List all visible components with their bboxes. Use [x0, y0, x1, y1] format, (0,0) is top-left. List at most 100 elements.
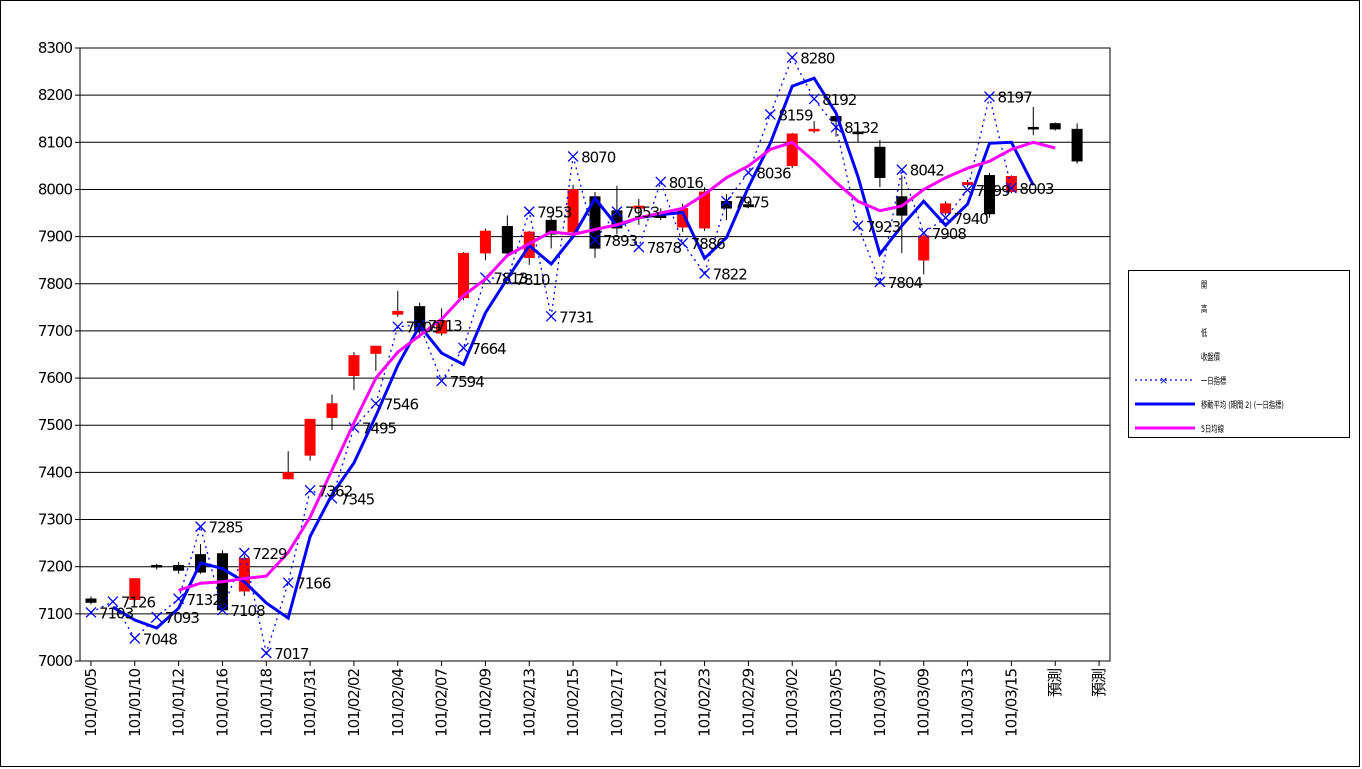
index-marker-stroke-b-41: [984, 91, 995, 103]
data-label-8: 7017: [274, 645, 309, 663]
candle-body-42: [1005, 176, 1017, 193]
data-label-24: 7953: [625, 204, 660, 222]
index-marker-stroke-b-38: [918, 227, 930, 239]
xtick-label-3: 101/01/16: [213, 669, 231, 737]
xtick-label-14: 101/02/23: [696, 669, 714, 737]
data-label-42: 8003: [1019, 180, 1054, 198]
legend-close: 收盤價: [1129, 349, 1349, 363]
index-marker-stroke-b-28: [699, 267, 711, 279]
legend-avg-label: 移動平均 (期間 2) (一日指標): [1201, 401, 1284, 411]
candle-body-38: [918, 235, 930, 261]
xtick-label-18: 101/03/07: [871, 669, 889, 737]
index-marker-stroke-b-24: [611, 206, 623, 218]
index-marker-21: [545, 310, 557, 322]
ytick-label-7700: 7700: [38, 322, 73, 340]
candle-body-15: [414, 306, 426, 332]
index-marker-24: [611, 206, 623, 218]
candle-body-35: [852, 131, 864, 135]
data-label-27: 7886: [691, 235, 726, 253]
index-marker-stroke-b-14: [392, 321, 404, 333]
xtick-label-21: 101/03/15: [1002, 669, 1020, 737]
candle-body-2: [129, 578, 141, 600]
index-marker-31: [764, 109, 776, 120]
grid-layer: [79, 47, 1111, 662]
index-marker-28: [699, 267, 711, 279]
index-marker-stroke-b-4: [173, 593, 185, 605]
candle-body-25: [633, 205, 645, 209]
data-label-3: 7093: [165, 609, 200, 627]
xtick-label-11: 101/02/15: [564, 669, 582, 737]
xtick-label-4: 101/01/18: [257, 669, 275, 737]
candle-body-45: [1071, 128, 1083, 162]
candle-body-7: [238, 557, 250, 592]
data-label-16: 7594: [450, 373, 485, 391]
candle-body-43: [1027, 126, 1039, 130]
legend-avg-swatch: [1135, 402, 1195, 406]
candle-body-14: [392, 310, 404, 315]
data-label-17: 7664: [472, 340, 507, 358]
data-label-36: 7804: [888, 274, 923, 292]
index-marker-stroke-b-31: [764, 109, 776, 120]
index-marker-3: [151, 611, 163, 623]
index-marker-22: [567, 150, 579, 162]
candle-body-36: [874, 146, 886, 178]
data-label-11: 7345: [340, 490, 375, 508]
index-marker-10: [304, 484, 316, 496]
index-marker-2: [129, 632, 141, 644]
index-marker-stroke-b-0: [85, 606, 97, 618]
ytick-label-7500: 7500: [38, 416, 73, 434]
line-layer: [85, 51, 1056, 659]
candle-body-3: [151, 565, 163, 568]
series-line-0: [90, 55, 1013, 656]
xtick-label-7: 101/02/04: [389, 669, 407, 737]
index-marker-1: [107, 596, 119, 608]
candle-body-4: [173, 565, 185, 571]
legend-open-label: 開: [1201, 281, 1208, 291]
xtick-label-0: 101/01/05: [82, 669, 100, 737]
xtick-label-10: 101/02/13: [520, 669, 538, 737]
index-marker-36: [874, 276, 886, 288]
index-marker-26: [655, 176, 667, 188]
index-marker-stroke-b-22: [567, 150, 579, 162]
ytick-label-7900: 7900: [38, 228, 73, 246]
data-label-5: 7285: [209, 519, 244, 537]
index-marker-0: [85, 606, 97, 618]
candle-body-22: [567, 189, 579, 233]
index-marker-stroke-b-25: [633, 241, 645, 253]
ytick-label-7100: 7100: [38, 605, 73, 623]
candle-body-11: [326, 403, 338, 418]
index-marker-stroke-b-7: [238, 547, 250, 559]
candle-body-13: [370, 345, 382, 354]
candle-body-33: [808, 128, 820, 132]
xtick-label-22: 預測: [1046, 669, 1064, 697]
data-label-10: 7362: [318, 482, 353, 500]
index-marker-stroke-b-5: [195, 521, 206, 533]
data-label-29: 7975: [734, 193, 769, 211]
legend-high: 高: [1129, 301, 1349, 315]
ytick-label-7600: 7600: [38, 369, 73, 387]
legend-ma: 5日均線: [1129, 421, 1349, 435]
index-marker-37: [896, 164, 908, 176]
data-label-33: 8192: [822, 91, 857, 109]
index-marker-stroke-b-17: [458, 342, 469, 354]
xtick-label-23: 預測: [1090, 669, 1108, 697]
data-label-4: 7132: [187, 591, 222, 609]
index-marker-stroke-b-1: [107, 596, 119, 608]
data-label-21: 7731: [559, 308, 594, 326]
data-label-14: 7709: [406, 319, 441, 337]
legend-index-label: 一日指標: [1201, 377, 1227, 387]
data-label-26: 8016: [669, 174, 704, 192]
index-marker-stroke-b-13: [370, 398, 382, 409]
ytick-label-8100: 8100: [38, 133, 73, 151]
legend-index-swatch: ×: [1135, 374, 1195, 387]
data-label-2: 7048: [143, 630, 178, 648]
series-line-1: [112, 76, 1035, 630]
index-marker-20: [523, 206, 535, 218]
legend-ma-label: 5日均線: [1201, 425, 1224, 435]
index-marker-9: [282, 577, 294, 589]
index-marker-stroke-b-20: [523, 206, 535, 218]
data-label-12: 7495: [362, 420, 397, 438]
xtick-label-20: 101/03/13: [959, 669, 977, 737]
